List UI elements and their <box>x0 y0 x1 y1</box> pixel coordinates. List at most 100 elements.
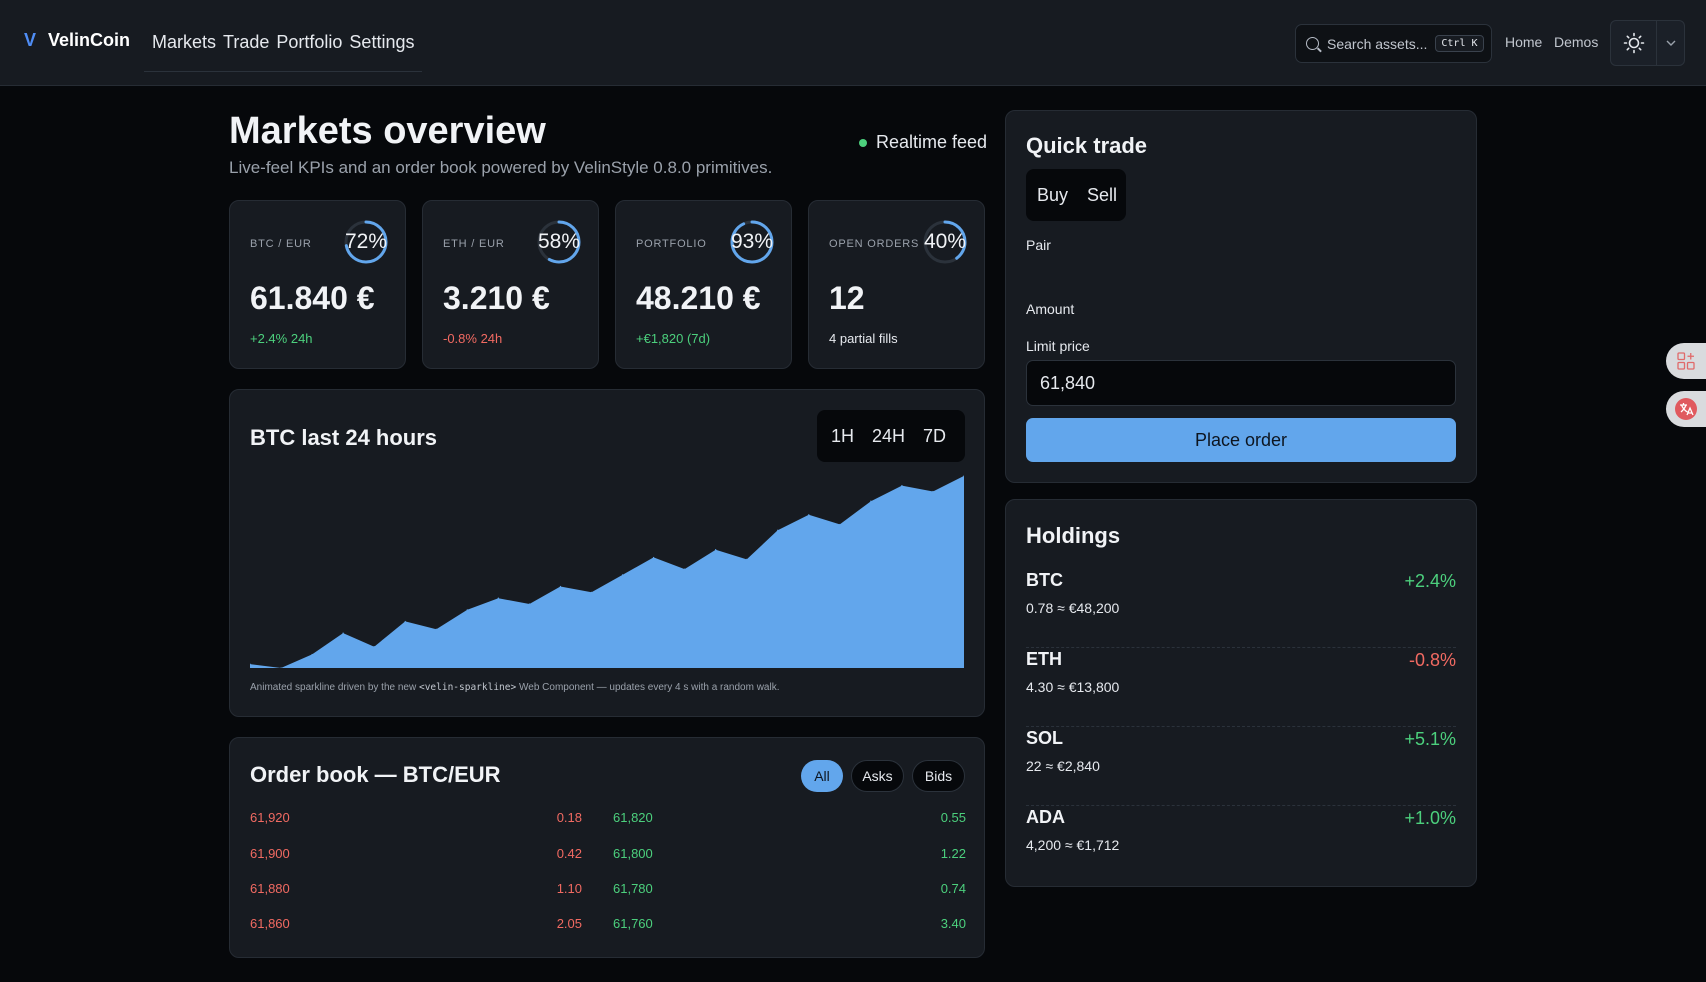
progress-ring-arc <box>730 220 774 264</box>
ask-size: 0.42 <box>556 846 582 861</box>
sparkline-point <box>342 632 344 634</box>
kpi-delta: +€1,820 (7d) <box>636 331 711 346</box>
extension-translate-button[interactable] <box>1666 391 1706 427</box>
chart-caption: Animated sparkline driven by the new <ve… <box>250 682 780 693</box>
kpi-percent: 58% <box>537 230 581 253</box>
page-subtitle: Live-feel KPIs and an order book powered… <box>229 158 773 177</box>
holding-detail: 0.78 ≈ €48,200 <box>1026 600 1120 616</box>
sparkline-point <box>466 609 468 611</box>
theme-switcher <box>1610 20 1685 66</box>
holding-item-ada[interactable]: ADA 4,200 ≈ €1,712 +1.0% <box>1026 807 1456 885</box>
filter-asks-button[interactable]: Asks <box>851 760 904 792</box>
theme-menu-button[interactable] <box>1657 21 1684 65</box>
sparkline-point <box>559 585 562 588</box>
order-book-row: 61,900 0.42 61,800 1.22 <box>250 846 966 864</box>
sparkline-point <box>373 646 375 648</box>
kpi-progress-ring: 58% <box>536 219 582 265</box>
demos-link[interactable]: Demos <box>1554 34 1599 50</box>
search-placeholder: Search assets... <box>1327 35 1428 52</box>
kpi-progress-ring: 93% <box>729 219 775 265</box>
sparkline-point <box>590 591 593 593</box>
filter-bids-button[interactable]: Bids <box>912 760 965 792</box>
filter-all-button[interactable]: All <box>801 760 843 792</box>
sparkline-point <box>621 574 624 576</box>
kpi-percent: 93% <box>730 230 774 253</box>
kpi-card-portfolio: PORTFOLIO 93% 48.210 € +€1,820 (7d) <box>615 200 792 369</box>
theme-toggle-button[interactable] <box>1611 21 1657 65</box>
chart-caption-text: Web Component — updates every 4 s with a… <box>516 682 780 693</box>
divider <box>1026 726 1456 727</box>
bid-price: 61,780 <box>613 881 653 896</box>
kpi-card-btc: BTC / EUR 72% 61.840 € +2.4% 24h <box>229 200 406 369</box>
sell-tab[interactable]: Sell <box>1087 184 1118 205</box>
kpi-delta: -0.8% 24h <box>443 331 503 346</box>
brand[interactable]: V VelinCoin <box>24 30 130 51</box>
sparkline-point <box>435 628 437 630</box>
holding-change: +2.4% <box>1404 571 1456 591</box>
sparkline-point <box>777 529 779 531</box>
order-book-row: 61,860 2.05 61,760 3.40 <box>250 916 966 934</box>
nav-link-settings[interactable]: Settings <box>349 32 415 52</box>
holdings-card: Holdings BTC 0.78 ≈ €48,200 +2.4% ETH 4.… <box>1005 499 1477 887</box>
kpi-label: ETH / EUR <box>443 238 505 250</box>
nav-link-trade[interactable]: Trade <box>223 32 270 52</box>
nav-link-markets[interactable]: Markets <box>152 32 217 52</box>
ask-price: 61,920 <box>250 810 290 825</box>
holding-symbol: SOL <box>1026 728 1064 748</box>
holding-item-btc[interactable]: BTC 0.78 ≈ €48,200 +2.4% <box>1026 570 1456 648</box>
holding-detail: 4.30 ≈ €13,800 <box>1026 679 1120 695</box>
order-book-row: 61,920 0.18 61,820 0.55 <box>250 810 966 828</box>
holding-item-sol[interactable]: SOL 22 ≈ €2,840 +5.1% <box>1026 728 1456 806</box>
progress-ring-icon <box>344 220 388 264</box>
holding-item-eth[interactable]: ETH 4.30 ≈ €13,800 -0.8% <box>1026 649 1456 727</box>
order-book-card: Order book — BTC/EUR All Asks Bids 61,92… <box>229 737 985 958</box>
place-order-button[interactable]: Place order <box>1026 418 1456 462</box>
holding-change: +5.1% <box>1404 729 1456 749</box>
kpi-value: 3.210 € <box>443 280 550 316</box>
limit-price-input[interactable] <box>1026 360 1456 406</box>
kpi-label: PORTFOLIO <box>636 238 707 250</box>
apps-grid-icon <box>1677 352 1695 370</box>
brand-logo-icon: V <box>24 30 37 50</box>
range-1h-button[interactable]: 1H <box>831 425 855 446</box>
kpi-percent: 72% <box>344 230 388 253</box>
quick-trade-card: Quick trade Buy Sell Pair Amount Limit p… <box>1005 110 1477 483</box>
realtime-feed-indicator: Realtime feed <box>859 132 987 153</box>
sparkline-point <box>932 490 934 493</box>
chart-caption-text: Animated sparkline driven by the new <box>250 682 419 693</box>
kpi-progress-ring: 72% <box>343 219 389 265</box>
home-link[interactable]: Home <box>1505 34 1543 50</box>
sparkline-point <box>497 597 499 599</box>
order-book-title: Order book — BTC/EUR <box>250 762 501 787</box>
sparkline-point <box>715 549 717 551</box>
holding-symbol: ADA <box>1026 807 1065 827</box>
range-24h-button[interactable]: 24H <box>872 425 906 446</box>
top-bar: V VelinCoin Markets Trade Portfolio Sett… <box>0 0 1706 86</box>
search-input[interactable]: Search assets... Ctrl K <box>1295 24 1492 63</box>
nav-link-portfolio[interactable]: Portfolio <box>276 32 343 52</box>
extension-apps-button[interactable] <box>1666 343 1706 379</box>
buy-tab[interactable]: Buy <box>1037 184 1069 205</box>
progress-ring-icon <box>537 220 581 264</box>
bid-price: 61,800 <box>613 846 653 861</box>
kpi-value: 61.840 € <box>250 280 375 316</box>
progress-ring-arc <box>344 220 388 264</box>
sparkline-point <box>870 500 872 502</box>
sparkline-area <box>250 475 964 668</box>
sparkline-point <box>652 556 655 559</box>
range-7d-button[interactable]: 7D <box>923 425 947 446</box>
kpi-label: BTC / EUR <box>250 238 312 250</box>
holdings-title: Holdings <box>1026 523 1121 548</box>
holding-change: +1.0% <box>1404 808 1456 828</box>
amount-label: Amount <box>1026 301 1075 317</box>
ask-price: 61,860 <box>250 916 290 931</box>
sparkline-point <box>839 523 841 526</box>
btc-chart-card: BTC last 24 hours 1H 24H 7D Animated spa… <box>229 389 985 717</box>
search-shortcut: Ctrl K <box>1435 35 1484 52</box>
bid-size: 0.55 <box>940 810 966 825</box>
buy-sell-toggle: Buy Sell <box>1026 169 1126 221</box>
kpi-value: 12 <box>829 280 865 316</box>
pair-label: Pair <box>1026 237 1051 253</box>
progress-ring-icon <box>923 220 967 264</box>
holding-detail: 22 ≈ €2,840 <box>1026 758 1100 774</box>
